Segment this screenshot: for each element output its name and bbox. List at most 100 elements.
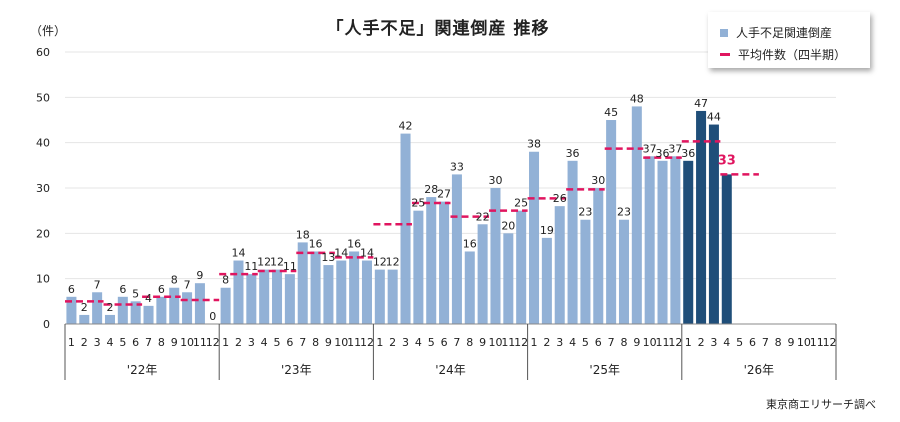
x-tick-label: 8 bbox=[620, 336, 627, 349]
x-tick-label: 7 bbox=[299, 336, 306, 349]
legend-label-average: 平均件数（四半期） bbox=[738, 48, 847, 62]
bar-value-label: 11 bbox=[283, 260, 297, 273]
x-tick-label: 10 bbox=[180, 336, 194, 349]
year-label: '22年 bbox=[127, 363, 158, 377]
x-tick-label: 5 bbox=[736, 336, 743, 349]
legend-swatch-bar bbox=[720, 28, 728, 37]
bar-value-label: 6 bbox=[158, 283, 165, 296]
bar-value-label: 14 bbox=[360, 247, 374, 260]
bar-value-label: 20 bbox=[501, 219, 515, 232]
bar bbox=[104, 314, 115, 324]
bar-value-label: 13 bbox=[321, 251, 335, 264]
bar-value-label: 8 bbox=[222, 274, 229, 287]
x-tick-label: 10 bbox=[334, 336, 348, 349]
bar-value-label: 42 bbox=[399, 120, 413, 133]
x-tick-label: 3 bbox=[402, 336, 409, 349]
bar-value-label: 36 bbox=[656, 147, 670, 160]
x-tick-label: 1 bbox=[531, 336, 538, 349]
bar-value-label: 6 bbox=[119, 283, 126, 296]
legend: 人手不足関連倒産 平均件数（四半期） bbox=[708, 12, 870, 68]
bar-value-label: 38 bbox=[527, 138, 541, 151]
x-tick-label: 9 bbox=[479, 336, 486, 349]
bar bbox=[272, 269, 283, 324]
x-tick-label: 7 bbox=[762, 336, 769, 349]
bar bbox=[657, 160, 668, 324]
bar-value-label: 37 bbox=[643, 142, 657, 155]
bar bbox=[541, 237, 552, 324]
bar bbox=[143, 305, 154, 324]
bar bbox=[284, 274, 295, 324]
bar bbox=[117, 296, 128, 324]
bar-value-label: 4 bbox=[145, 292, 152, 305]
bar bbox=[631, 106, 642, 324]
x-tick-label: 7 bbox=[453, 336, 460, 349]
x-tick-label: 2 bbox=[543, 336, 550, 349]
bar-value-label: 5 bbox=[132, 287, 139, 300]
bar-value-label: 7 bbox=[94, 278, 101, 291]
bar-value-label: 12 bbox=[373, 256, 387, 269]
x-tick-label: 2 bbox=[81, 336, 88, 349]
bar-value-label: 44 bbox=[707, 111, 721, 124]
bar bbox=[297, 242, 308, 324]
x-tick-label: 9 bbox=[325, 336, 332, 349]
bar-value-label: 7 bbox=[184, 278, 191, 291]
x-tick-label: 3 bbox=[94, 336, 101, 349]
year-label: '26年 bbox=[744, 363, 775, 377]
x-tick-label: 4 bbox=[569, 336, 576, 349]
bar bbox=[233, 260, 244, 324]
bar-value-label: 25 bbox=[514, 197, 528, 210]
bar-value-label: 12 bbox=[270, 256, 284, 269]
x-tick-label: 11 bbox=[501, 336, 515, 349]
x-tick-label: 1 bbox=[376, 336, 383, 349]
bar-value-label: 19 bbox=[540, 224, 554, 237]
legend-item-bars: 人手不足関連倒産 bbox=[720, 24, 832, 41]
bar-value-label: 16 bbox=[309, 237, 323, 250]
x-tick-label: 11 bbox=[810, 336, 824, 349]
bar-value-label: 2 bbox=[81, 301, 88, 314]
bar-value-label: 23 bbox=[617, 206, 631, 219]
y-tick-label: 50 bbox=[36, 91, 50, 104]
y-axis-ticks: 0 10 20 30 40 50 60 bbox=[36, 46, 50, 331]
x-tick-label: 7 bbox=[145, 336, 152, 349]
bar bbox=[182, 292, 193, 324]
source-note: 東京商エリサーチ調べ bbox=[766, 398, 876, 411]
x-tick-label: 3 bbox=[556, 336, 563, 349]
x-tick-label: 9 bbox=[788, 336, 795, 349]
y-tick-label: 10 bbox=[36, 273, 50, 286]
x-tick-label: 12 bbox=[206, 336, 220, 349]
x-tick-label: 4 bbox=[415, 336, 422, 349]
y-tick-label: 20 bbox=[36, 227, 50, 240]
bar bbox=[554, 206, 565, 324]
x-tick-label: 1 bbox=[222, 336, 229, 349]
x-tick-label: 3 bbox=[248, 336, 255, 349]
bar bbox=[644, 156, 655, 324]
y-axis-unit: （件） bbox=[30, 24, 67, 38]
legend-swatch-line bbox=[720, 53, 730, 56]
quarterly-average-series bbox=[65, 140, 759, 306]
bar bbox=[349, 251, 360, 324]
bar-value-label: 23 bbox=[578, 206, 592, 219]
year-label: '24年 bbox=[435, 363, 466, 377]
x-tick-label: 8 bbox=[775, 336, 782, 349]
y-tick-label: 0 bbox=[43, 318, 50, 331]
bar-value-label: 47 bbox=[694, 97, 708, 110]
x-tick-label: 5 bbox=[119, 336, 126, 349]
bar-value-label: 25 bbox=[411, 197, 425, 210]
y-tick-label: 60 bbox=[36, 46, 50, 59]
bar-value-label: 9 bbox=[196, 269, 203, 282]
x-tick-label: 11 bbox=[193, 336, 207, 349]
x-tick-label: 1 bbox=[68, 336, 75, 349]
bar-value-label: 28 bbox=[424, 183, 438, 196]
bar bbox=[220, 287, 231, 324]
bar-value-label: 22 bbox=[476, 210, 490, 223]
bar-value-label: 36 bbox=[681, 147, 695, 160]
legend-label-bars: 人手不足関連倒産 bbox=[736, 26, 833, 40]
bar-value-label: 30 bbox=[488, 174, 502, 187]
bar bbox=[387, 269, 398, 324]
bar bbox=[618, 219, 629, 324]
bar-value-label: 6 bbox=[68, 283, 75, 296]
bar bbox=[580, 219, 591, 324]
bar bbox=[670, 156, 681, 324]
bar-value-label: 37 bbox=[668, 142, 682, 155]
